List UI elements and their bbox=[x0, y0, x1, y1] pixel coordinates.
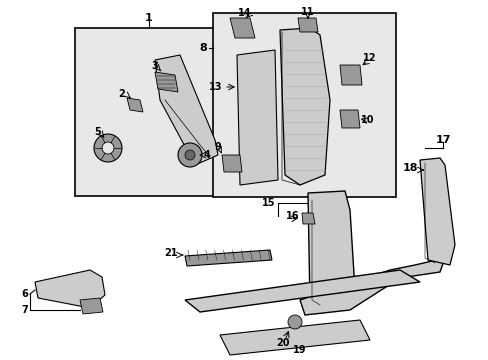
Polygon shape bbox=[184, 270, 419, 312]
Circle shape bbox=[94, 134, 122, 162]
Circle shape bbox=[287, 315, 302, 329]
Polygon shape bbox=[222, 155, 242, 172]
Polygon shape bbox=[299, 258, 444, 315]
Text: 12: 12 bbox=[363, 53, 376, 63]
Text: 11: 11 bbox=[301, 7, 314, 17]
Polygon shape bbox=[155, 72, 178, 92]
Text: 6: 6 bbox=[21, 289, 28, 299]
Polygon shape bbox=[127, 98, 142, 112]
Polygon shape bbox=[280, 28, 329, 185]
Text: 2: 2 bbox=[119, 89, 125, 99]
Polygon shape bbox=[339, 110, 359, 128]
Text: 13: 13 bbox=[208, 82, 222, 92]
Text: 8: 8 bbox=[199, 43, 206, 53]
Polygon shape bbox=[297, 18, 317, 32]
Text: 5: 5 bbox=[95, 127, 101, 137]
Circle shape bbox=[102, 142, 114, 154]
Polygon shape bbox=[80, 298, 103, 314]
Polygon shape bbox=[229, 18, 254, 38]
Text: 21: 21 bbox=[164, 248, 178, 258]
Polygon shape bbox=[419, 158, 454, 265]
Polygon shape bbox=[237, 50, 278, 185]
Text: 9: 9 bbox=[214, 142, 221, 152]
Bar bbox=[75, 28, 223, 196]
Text: 20: 20 bbox=[276, 338, 289, 348]
Bar bbox=[213, 13, 395, 197]
Polygon shape bbox=[35, 270, 105, 308]
Text: 16: 16 bbox=[285, 211, 299, 221]
Polygon shape bbox=[184, 250, 271, 266]
Polygon shape bbox=[307, 191, 354, 305]
Text: 18: 18 bbox=[402, 163, 417, 173]
Polygon shape bbox=[220, 320, 369, 355]
Polygon shape bbox=[302, 213, 314, 224]
Text: 14: 14 bbox=[238, 8, 251, 18]
Polygon shape bbox=[339, 65, 361, 85]
Circle shape bbox=[178, 143, 202, 167]
Text: 7: 7 bbox=[21, 305, 28, 315]
Circle shape bbox=[184, 150, 195, 160]
Polygon shape bbox=[155, 55, 218, 165]
Text: 4: 4 bbox=[203, 150, 210, 160]
Text: 1: 1 bbox=[145, 13, 153, 23]
Text: 19: 19 bbox=[293, 345, 306, 355]
Text: 3: 3 bbox=[151, 61, 158, 71]
Text: 15: 15 bbox=[261, 198, 274, 208]
Text: 17: 17 bbox=[434, 135, 450, 145]
Text: 10: 10 bbox=[361, 115, 374, 125]
